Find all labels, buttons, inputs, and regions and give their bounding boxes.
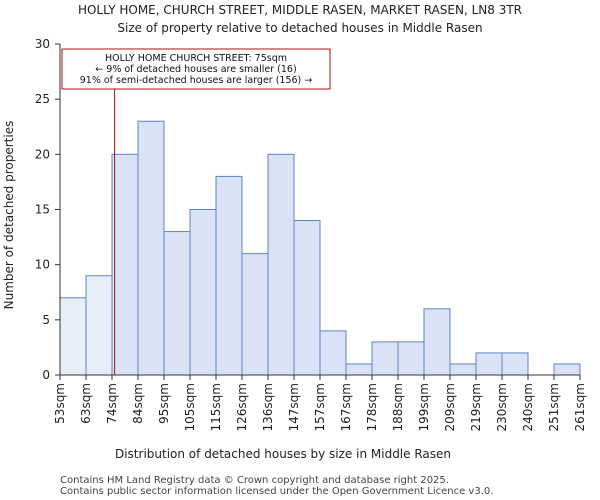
annotation-line-1: HOLLY HOME CHURCH STREET: 75sqm [105, 53, 287, 64]
bars-group [59, 120, 581, 376]
x-axis-title: Distribution of detached houses by size … [115, 447, 451, 461]
annotation-box: HOLLY HOME CHURCH STREET: 75sqm ← 9% of … [61, 48, 331, 90]
y-tick-label: 10 [35, 258, 50, 272]
y-axis-title: Number of detached properties [2, 121, 16, 310]
x-tick-label: 74sqm [105, 383, 119, 424]
bar-63sqm [85, 275, 113, 376]
x-tick-label: 95sqm [157, 383, 171, 424]
bar-105sqm [189, 209, 217, 376]
bar-199sqm [423, 308, 451, 376]
x-axis-ticks: 53sqm 63sqm 74sqm 84sqm 95sqm 105sqm 115sqm 126… [53, 375, 587, 431]
y-axis-ticks: 0 5 10 15 20 25 30 [35, 37, 60, 382]
bar-74sqm [111, 153, 139, 376]
x-tick-label: 147sqm [287, 383, 301, 431]
y-tick-label: 30 [35, 37, 50, 51]
x-tick-label: 251sqm [547, 383, 561, 431]
footer-line-2: Contains public sector information licen… [60, 486, 493, 497]
bar-178sqm [371, 341, 399, 376]
annotation-line-3: 91% of semi-detached houses are larger (… [80, 75, 313, 86]
y-tick-label: 20 [35, 147, 50, 161]
x-tick-label: 53sqm [53, 383, 67, 424]
bar-209sqm [449, 363, 477, 376]
bar-53sqm [59, 297, 87, 376]
bar-115sqm [215, 175, 243, 376]
y-tick-label: 25 [35, 92, 50, 106]
y-tick-label: 15 [35, 203, 50, 217]
bar-251sqm [553, 363, 581, 376]
x-tick-label: 136sqm [261, 383, 275, 431]
x-tick-label: 188sqm [391, 383, 405, 431]
chart-title: HOLLY HOME, CHURCH STREET, MIDDLE RASEN,… [78, 3, 522, 17]
x-tick-label: 219sqm [469, 383, 483, 431]
bar-136sqm [267, 153, 295, 376]
x-tick-label: 157sqm [313, 383, 327, 431]
chart-subtitle: Size of property relative to detached ho… [117, 21, 482, 35]
bar-157sqm [319, 330, 347, 376]
x-tick-label: 230sqm [495, 383, 509, 431]
x-tick-label: 63sqm [79, 383, 93, 424]
y-tick-label: 5 [42, 313, 50, 327]
x-tick-label: 84sqm [131, 383, 145, 424]
x-tick-label: 126sqm [235, 383, 249, 431]
x-tick-label: 240sqm [521, 383, 535, 431]
bar-84sqm [137, 120, 165, 376]
x-tick-label: 209sqm [443, 383, 457, 431]
y-tick-label: 0 [42, 368, 50, 382]
bar-147sqm [293, 220, 321, 376]
bar-95sqm [163, 231, 191, 376]
x-tick-label: 167sqm [339, 383, 353, 431]
x-tick-label: 199sqm [417, 383, 431, 431]
bar-230sqm [501, 352, 529, 376]
x-tick-label: 105sqm [183, 383, 197, 431]
x-tick-label: 178sqm [365, 383, 379, 431]
bar-219sqm [475, 352, 503, 376]
annotation-border [61, 48, 331, 90]
footer-line-1: Contains HM Land Registry data © Crown c… [60, 475, 449, 486]
bar-188sqm [397, 341, 425, 376]
x-tick-label: 261sqm [573, 383, 587, 431]
bar-167sqm [345, 363, 373, 376]
bar-126sqm [241, 253, 269, 376]
x-tick-label: 115sqm [209, 383, 223, 431]
annotation-line-2: ← 9% of detached houses are smaller (16) [95, 64, 296, 75]
